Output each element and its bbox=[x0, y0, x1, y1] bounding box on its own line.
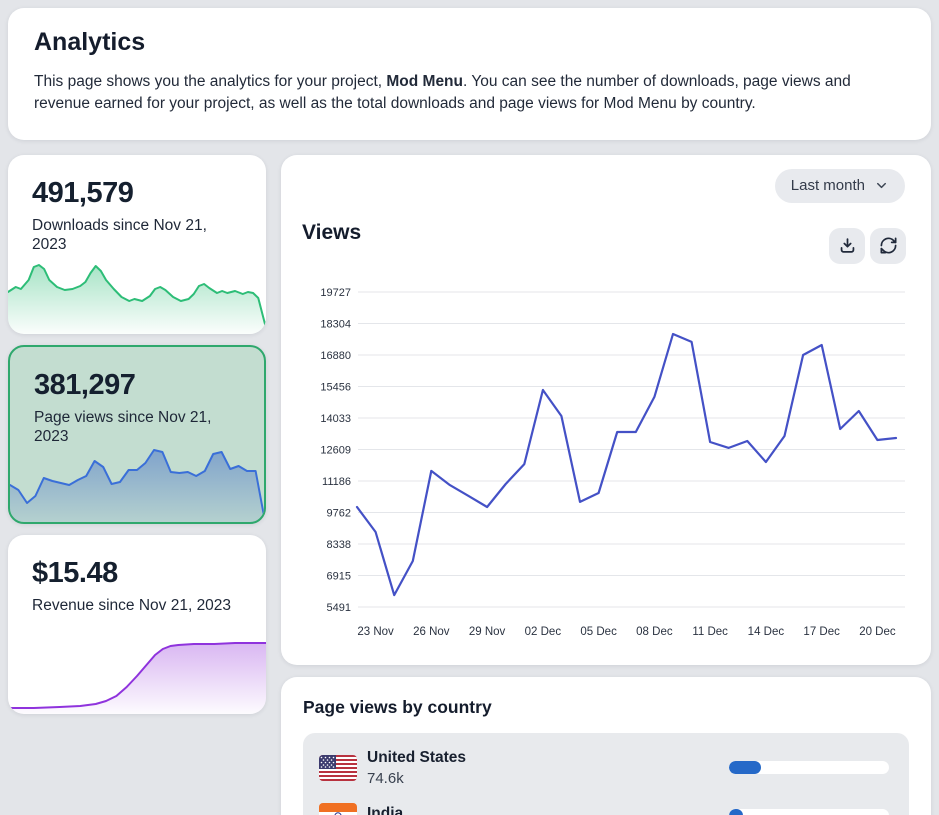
svg-text:19727: 19727 bbox=[320, 287, 351, 299]
downloads-label: Downloads since Nov 21, 2023 bbox=[32, 216, 207, 253]
page-views-label: Page views since Nov 21, 2023 bbox=[34, 408, 212, 445]
refresh-button[interactable] bbox=[870, 227, 906, 264]
revenue-sparkline bbox=[8, 636, 266, 714]
svg-text:15456: 15456 bbox=[320, 381, 351, 393]
page-description: This page shows you the analytics for yo… bbox=[34, 71, 905, 116]
country-name: United States bbox=[367, 748, 467, 766]
page-views-value: 381,297 bbox=[34, 368, 136, 401]
description-text: . You can see the number of downloads, p… bbox=[34, 73, 851, 113]
svg-text:6915: 6915 bbox=[327, 570, 351, 582]
country-progress-fill bbox=[729, 809, 744, 815]
stat-card-page-views[interactable]: 381,297 Page views since Nov 21, 2023 bbox=[8, 344, 266, 524]
country-row-india: India bbox=[319, 796, 893, 815]
stat-card-revenue[interactable]: $15.48 Revenue since Nov 21, 2023 bbox=[8, 534, 266, 714]
svg-text:20 Dec: 20 Dec bbox=[859, 626, 896, 638]
stat-card-downloads[interactable]: 491,579 Downloads since Nov 21, 2023 bbox=[8, 154, 266, 334]
views-panel: Last month Views bbox=[281, 154, 931, 665]
svg-text:12609: 12609 bbox=[320, 444, 351, 456]
downloads-sparkline bbox=[8, 256, 266, 334]
svg-text:14033: 14033 bbox=[320, 413, 351, 425]
svg-text:17 Dec: 17 Dec bbox=[803, 626, 840, 638]
svg-text:08 Dec: 08 Dec bbox=[636, 626, 673, 638]
svg-text:8338: 8338 bbox=[327, 539, 351, 551]
downloads-value: 491,579 bbox=[32, 176, 134, 209]
svg-text:29 Nov: 29 Nov bbox=[469, 626, 506, 638]
download-csv-button[interactable] bbox=[829, 227, 865, 264]
country-panel-title: Page views by country bbox=[303, 696, 492, 717]
country-name: India bbox=[367, 805, 404, 815]
svg-text:18304: 18304 bbox=[320, 318, 351, 330]
revenue-label: Revenue since Nov 21, 2023 bbox=[32, 596, 232, 614]
views-line-chart: 19727 18304 16880 15456 14033 12609 11186 9762 8… bbox=[320, 287, 905, 638]
svg-text:26 Nov: 26 Nov bbox=[413, 626, 450, 638]
us-flag-icon bbox=[319, 754, 357, 781]
stat-card-column: 491,579 Downloads since Nov 21, 2023 381… bbox=[8, 154, 266, 714]
project-name: Mod Menu bbox=[386, 73, 463, 90]
country-value: 74.6k bbox=[367, 769, 404, 787]
date-range-label: Last month bbox=[790, 177, 865, 195]
svg-text:9762: 9762 bbox=[327, 507, 351, 519]
country-progress-bar bbox=[729, 809, 889, 815]
page-views-sparkline bbox=[10, 444, 264, 522]
header-card: Analytics This page shows you the analyt… bbox=[8, 8, 931, 140]
refresh-icon bbox=[879, 236, 898, 255]
description-text: This page shows you the analytics for yo… bbox=[34, 73, 387, 90]
svg-text:16880: 16880 bbox=[320, 350, 351, 362]
download-icon bbox=[838, 236, 857, 255]
svg-text:14 Dec: 14 Dec bbox=[748, 626, 785, 638]
svg-text:23 Nov: 23 Nov bbox=[357, 626, 394, 638]
svg-text:5491: 5491 bbox=[327, 602, 351, 614]
country-progress-fill bbox=[729, 761, 761, 775]
svg-text:11 Dec: 11 Dec bbox=[692, 626, 728, 638]
chevron-down-icon bbox=[874, 178, 889, 193]
page-title: Analytics bbox=[34, 28, 146, 56]
country-row-united-states: United States 74.6k bbox=[319, 748, 893, 788]
country-list: United States 74.6k bbox=[303, 732, 909, 815]
revenue-value: $15.48 bbox=[32, 556, 118, 589]
india-flag-icon bbox=[319, 802, 357, 815]
svg-text:02 Dec: 02 Dec bbox=[525, 626, 562, 638]
chart-title: Views bbox=[302, 220, 362, 244]
date-range-dropdown[interactable]: Last month bbox=[774, 168, 905, 203]
country-panel: Page views by country United States 74.6 bbox=[281, 676, 931, 815]
country-progress-bar bbox=[729, 761, 889, 775]
svg-text:05 Dec: 05 Dec bbox=[580, 626, 617, 638]
svg-text:11186: 11186 bbox=[322, 476, 351, 488]
